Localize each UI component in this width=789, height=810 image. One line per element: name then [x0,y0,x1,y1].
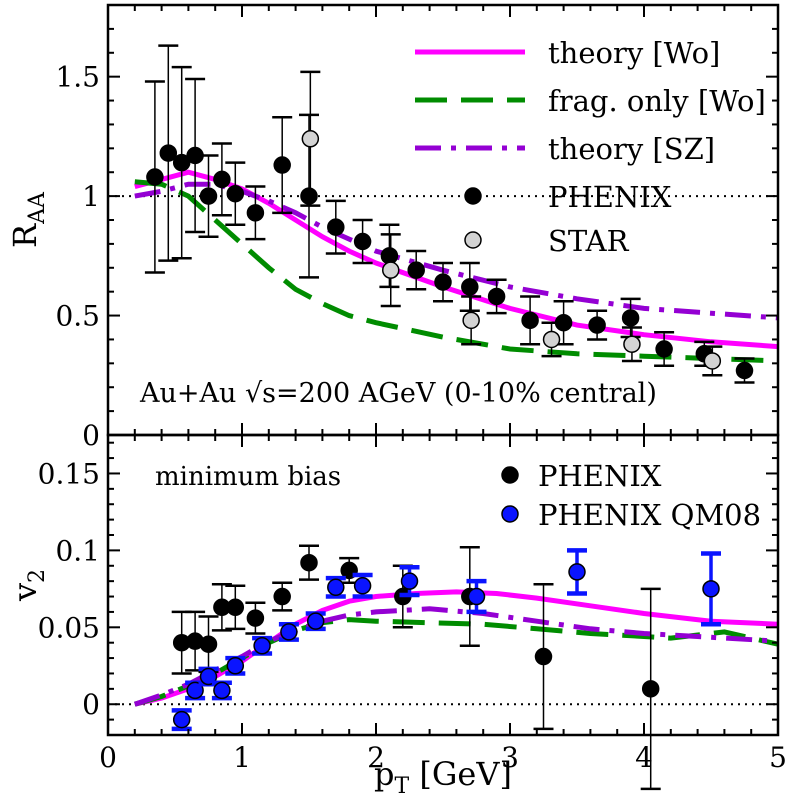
legend-marker [501,466,519,484]
legend-label: PHENIX [538,459,662,493]
x-axis-label-xlabel_tail: [GeV] [409,755,512,793]
y-tick-label: 0 [82,419,100,452]
data-point [213,170,231,189]
data-point [146,168,164,186]
data-point [487,287,506,306]
data-point [159,144,178,162]
data-point [246,204,265,222]
data-point [253,637,271,655]
data-point [246,609,265,627]
legend-marker [501,505,519,523]
x-tick-label: 3 [501,741,519,774]
data-point [400,572,419,590]
legend-label: theory [SZ] [548,132,715,166]
y-tick-label: 0.05 [38,611,100,644]
legend-marker [464,231,482,249]
data-point [327,578,345,597]
legend-marker [464,187,482,205]
data-point [568,563,586,581]
y-tick-label: 1.5 [55,61,100,94]
data-point [172,153,191,172]
data-point [407,261,425,279]
x-axis-label: pT [GeV] [374,755,512,799]
y-axis-label: v2 [6,569,50,602]
data-point [534,647,553,666]
data-point [301,130,320,148]
data-point [353,577,372,595]
curve-frag-only-wo- [134,179,779,364]
curve-theory-sz- [134,181,779,321]
data-point [542,330,561,349]
data-point [735,361,754,380]
x-tick-label: 5 [769,741,787,774]
annotation: minimum bias [155,462,341,492]
data-point [462,311,480,330]
data-point [226,184,245,203]
data-point [306,612,325,630]
data-point [213,681,231,700]
x-tick-label: 0 [99,741,117,774]
x-axis-label-xlabel_sub: T [395,774,410,799]
y-axis-label-main: v [6,583,44,602]
x-tick-label: 2 [367,741,385,774]
data-point [199,187,218,205]
data-point [353,232,372,251]
data-point [172,710,191,729]
data-point [467,587,486,606]
data-point [702,580,720,598]
data-point [655,340,673,358]
data-point [226,598,245,617]
data-point [621,309,640,327]
annotation: Au+Au √s=200 AGeV (0-10% central) [139,378,657,409]
data-point [703,352,722,370]
legend-label: frag. only [Wo] [548,84,766,118]
data-point [623,335,641,353]
y-axis-label: RAA [6,191,50,248]
series-phenix-qm08 [171,548,721,732]
series-phenix [144,44,755,384]
x-axis-label-xlabel: p [374,755,394,793]
panel-top: 0 0.5 1 1.5 RAA Au+Au √s=200 AGeV (0-10% cent… [6,3,780,452]
legend-label: PHENIX QM08 [538,498,761,532]
legend-label: theory [Wo] [548,36,720,70]
data-point [273,156,291,174]
data-point [273,587,291,606]
y-axis-label-main: R [6,223,44,248]
data-point [280,623,298,641]
data-point [226,657,245,675]
y-tick-label: 1 [82,180,100,213]
curve-frag-only-wo- [134,617,779,707]
data-point [588,316,606,334]
series-phenix [171,544,661,791]
y-tick-label: 0.1 [55,534,100,567]
data-point [300,553,318,572]
data-point [521,311,539,330]
y-axis-label-sub: 2 [25,569,50,583]
y-tick-label: 0.5 [55,300,100,333]
data-point [327,218,345,236]
x-tick-label: 1 [233,741,251,774]
y-tick-label: 0 [82,688,100,721]
data-point [380,247,399,265]
legend-label: PHENIX [548,180,672,214]
data-point [381,261,400,279]
y-axis-label-sub: AA [25,191,50,225]
data-point [199,635,218,653]
legend-label: STAR [548,224,630,258]
data-point [461,278,479,296]
data-point [641,680,660,698]
series-star [300,70,723,377]
data-point [434,273,452,291]
y-tick-label: 0.15 [38,457,100,490]
x-tick-label: 4 [635,741,653,774]
plot-frame [106,433,780,737]
data-point [300,187,318,205]
